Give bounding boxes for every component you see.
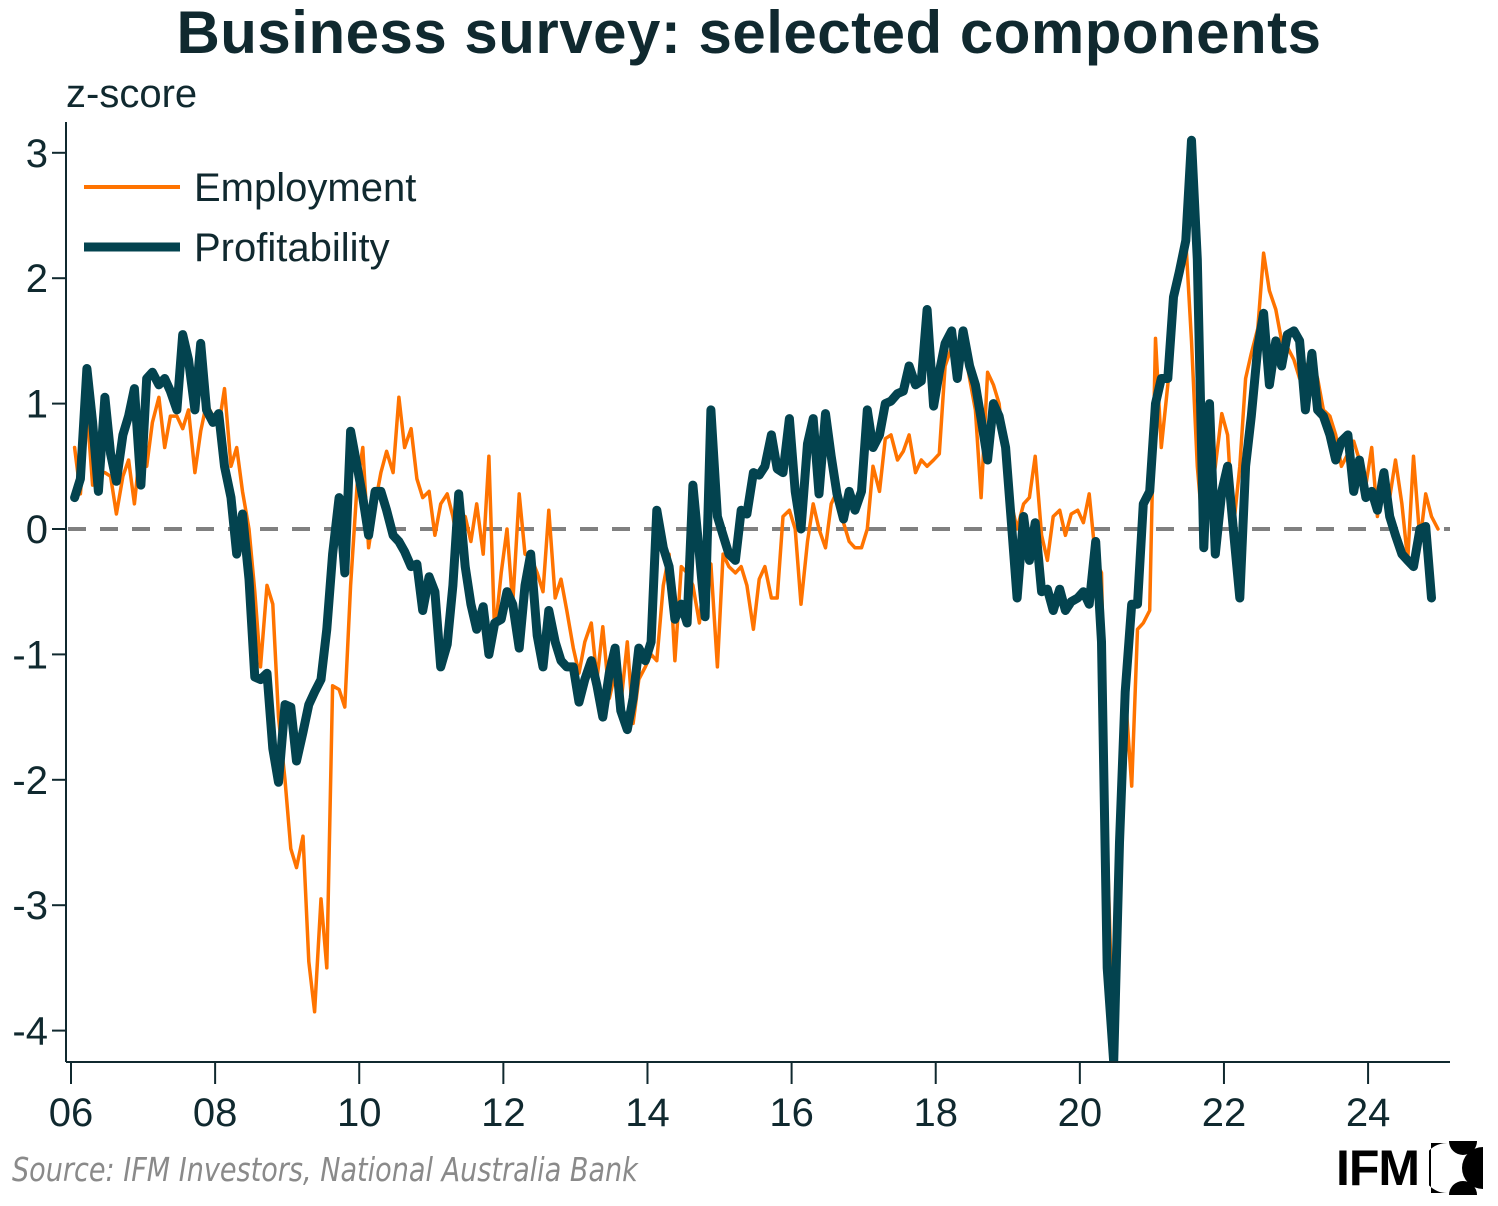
x-tick-label: 06 xyxy=(49,1091,94,1135)
legend-label-profitability: Profitability xyxy=(194,226,390,270)
x-tick-label: 24 xyxy=(1346,1091,1391,1135)
y-tick-label: 1 xyxy=(26,383,48,427)
profitability-series-line xyxy=(70,135,1436,1061)
y-tick-label: 0 xyxy=(26,508,48,552)
series-group xyxy=(70,135,1440,1061)
x-tick-label: 16 xyxy=(769,1091,814,1135)
legend: Employment Profitability xyxy=(84,166,416,270)
x-tick-label: 14 xyxy=(625,1091,670,1135)
legend-label-employment: Employment xyxy=(194,166,416,210)
y-tick-label: -4 xyxy=(12,1010,48,1054)
y-tick-label: 2 xyxy=(26,257,48,301)
chart-title: Business survey: selected components xyxy=(176,0,1322,66)
x-tick-label: 10 xyxy=(337,1091,382,1135)
ifm-logo: IFM xyxy=(1336,1138,1485,1198)
x-tick-label: 20 xyxy=(1058,1091,1103,1135)
y-axis-label: z-score xyxy=(66,72,198,116)
x-tick-label: 12 xyxy=(481,1091,526,1135)
y-tick-label: 3 xyxy=(26,132,48,176)
x-tick-label: 18 xyxy=(913,1091,958,1135)
logo-text: IFM xyxy=(1336,1140,1420,1196)
y-tick-label: -1 xyxy=(12,633,48,677)
employment-series-line xyxy=(72,238,1440,1061)
x-tick-label: 08 xyxy=(193,1091,238,1135)
y-tick-label: -3 xyxy=(12,884,48,928)
ifm-logo-icon xyxy=(1429,1141,1484,1195)
x-tick-label: 22 xyxy=(1202,1091,1247,1135)
source-note: Source: IFM Investors, National Australi… xyxy=(12,1150,638,1189)
y-tick-label: -2 xyxy=(12,759,48,803)
